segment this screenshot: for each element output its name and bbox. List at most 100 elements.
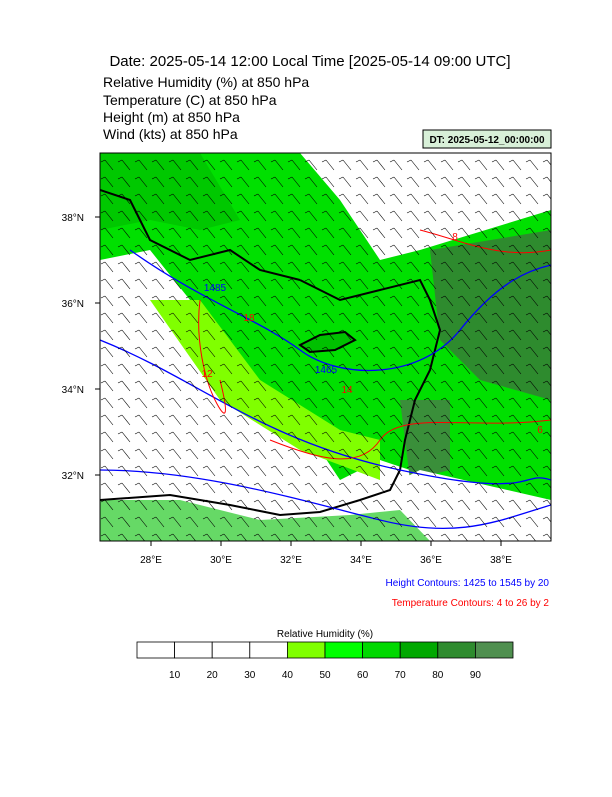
- colorbar-label: 50: [319, 670, 331, 681]
- wind-barb: [474, 431, 488, 443]
- wind-barb: [151, 482, 165, 494]
- wind-barb: [236, 244, 250, 256]
- wind-barb: [253, 261, 267, 273]
- wind-barb: [117, 516, 131, 528]
- wind-barb: [117, 193, 131, 205]
- wind-barb: [151, 499, 165, 511]
- wind-barb: [151, 397, 165, 409]
- wind-barb: [287, 312, 301, 324]
- wind-barb: [236, 380, 250, 392]
- colorbar-box: [399, 641, 439, 659]
- wind-barb: [491, 516, 505, 528]
- wind-barb: [117, 176, 131, 188]
- wind-barb: [253, 193, 267, 205]
- wind-barb: [236, 397, 250, 409]
- wind-barb: [423, 363, 437, 375]
- wind-barb: [406, 397, 420, 409]
- wind-barb: [542, 227, 551, 234]
- map-area: 1485 1465 18 12 14 8 6: [100, 153, 551, 541]
- wind-barb: [423, 193, 437, 205]
- wind-barb: [389, 414, 403, 426]
- wind-barb: [338, 414, 352, 426]
- wind-barb: [287, 295, 301, 307]
- wind-barb: [202, 448, 216, 460]
- wind-barb: [270, 193, 284, 205]
- humidity-area: [430, 230, 551, 400]
- wind-barb: [457, 499, 471, 511]
- wind-barb: [321, 159, 335, 171]
- wind-barb: [168, 431, 182, 443]
- wind-barb: [491, 482, 505, 494]
- wind-barb: [406, 499, 420, 511]
- wind-barb: [287, 431, 301, 443]
- colorbar-box: [324, 641, 363, 659]
- wind-barb: [355, 261, 369, 273]
- wind-barb: [304, 533, 315, 541]
- wind-barb: [423, 380, 437, 392]
- wind-barb: [474, 533, 485, 541]
- wind-barb: [474, 278, 488, 290]
- wind-barb: [423, 244, 437, 256]
- wind-barb: [236, 261, 250, 273]
- humidity-area: [400, 400, 450, 480]
- wind-barb: [440, 159, 454, 171]
- wind-barb: [474, 227, 488, 239]
- wind-barb: [236, 193, 250, 205]
- colorbar-label: 80: [432, 670, 444, 681]
- wind-barb: [219, 295, 233, 307]
- wind-barb: [525, 380, 539, 392]
- wind-barb: [542, 244, 551, 251]
- wind-barb: [372, 533, 383, 541]
- wind-barb: [134, 397, 148, 409]
- wind-barb: [372, 176, 386, 188]
- wind-barb: [168, 414, 182, 426]
- wind-barb: [406, 210, 420, 222]
- wind-barb: [457, 448, 471, 460]
- wind-barb: [236, 295, 250, 307]
- wind-barb: [100, 499, 114, 511]
- height-label: 1485: [204, 283, 227, 294]
- wind-barb: [253, 448, 267, 460]
- wind-barb: [389, 329, 403, 341]
- wind-barb: [185, 363, 199, 375]
- wind-barb: [389, 176, 403, 188]
- wind-barb: [457, 482, 471, 494]
- wind-barb: [219, 312, 233, 324]
- wind-barb: [117, 448, 131, 460]
- wind-barb: [321, 295, 335, 307]
- wind-barb: [100, 465, 114, 477]
- wind-barb: [474, 176, 488, 188]
- wind-barb: [100, 261, 114, 273]
- wind-barb: [287, 244, 301, 256]
- wind-barb: [321, 227, 335, 239]
- colorbar-label: 10: [169, 670, 181, 681]
- wind-barb: [168, 278, 182, 290]
- field: Wind (kts) at 850 hPa: [103, 126, 238, 142]
- wind-barb: [406, 363, 420, 375]
- wind-barb: [389, 363, 403, 375]
- wind-barb: [253, 516, 267, 528]
- wind-barb: [440, 431, 454, 443]
- wind-barb: [168, 533, 179, 541]
- wind-barb: [542, 312, 551, 319]
- wind-barb: [440, 380, 454, 392]
- wind-barb: [151, 193, 165, 205]
- wind-barb: [406, 176, 420, 188]
- wind-barb: [372, 227, 386, 239]
- wind-barb: [525, 448, 539, 460]
- wind-barb: [134, 465, 148, 477]
- wind-barb: [372, 380, 386, 392]
- height-label: 1465: [315, 365, 338, 376]
- wind-barb: [219, 193, 233, 205]
- wind-barb: [117, 210, 131, 222]
- height-note: Height Contours: 1425 to 1545 by 20: [386, 578, 550, 589]
- wind-barb: [321, 193, 335, 205]
- wind-barb: [100, 210, 114, 222]
- wind-barb: [542, 295, 551, 302]
- wind-barb: [304, 244, 318, 256]
- wind-barb: [304, 227, 318, 239]
- wind-barb: [321, 465, 335, 477]
- wind-barb: [491, 414, 505, 426]
- wind-barb: [542, 278, 551, 285]
- wind-barb: [457, 363, 471, 375]
